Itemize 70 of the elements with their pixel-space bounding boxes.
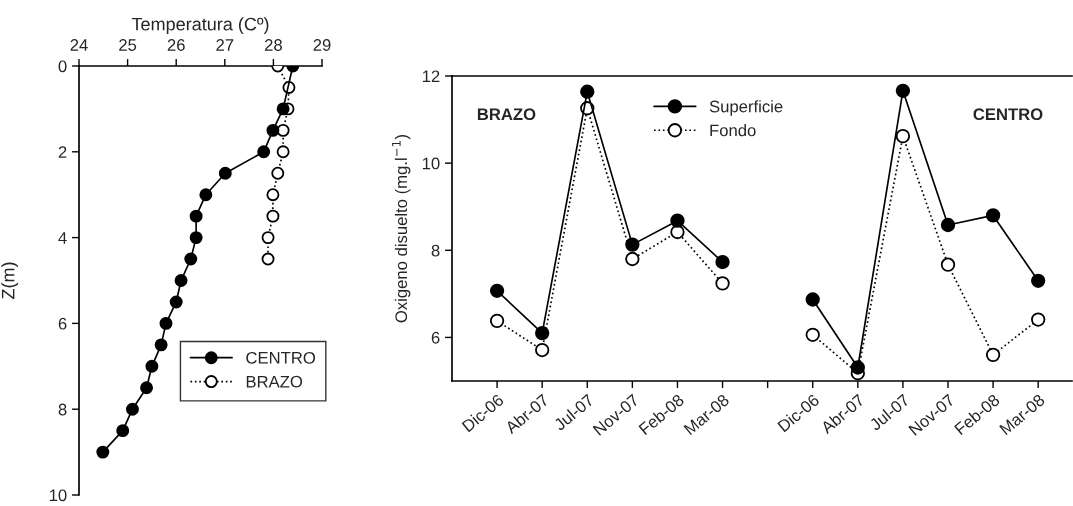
x-tick-label: 24 xyxy=(70,39,88,51)
point xyxy=(96,445,110,459)
point xyxy=(261,231,275,245)
point xyxy=(805,327,820,342)
point xyxy=(625,237,640,252)
y-tick-label: 10 xyxy=(422,157,440,170)
point xyxy=(580,84,595,99)
point xyxy=(715,276,730,291)
point xyxy=(266,123,280,137)
point xyxy=(169,295,183,309)
point xyxy=(189,231,203,245)
point xyxy=(174,274,188,287)
point xyxy=(257,145,271,159)
point xyxy=(125,402,139,416)
point xyxy=(625,251,640,267)
y-tick-label: 6 xyxy=(58,317,67,330)
y-axis-title: Z(m) xyxy=(1,262,19,299)
point xyxy=(1031,273,1046,288)
x-axis-title: Temperatura (Cº) xyxy=(131,17,269,35)
point xyxy=(140,381,154,395)
legend-label: CENTRO xyxy=(246,351,316,364)
point xyxy=(535,342,550,358)
point xyxy=(116,424,130,438)
point xyxy=(218,166,232,180)
x-tick-label: 26 xyxy=(167,39,185,51)
annotation: CENTRO xyxy=(973,108,1043,121)
point xyxy=(276,145,290,159)
point xyxy=(276,102,290,116)
y-tick-label: 12 xyxy=(422,70,440,83)
y-tick-label: 8 xyxy=(58,403,67,416)
point xyxy=(985,347,1001,363)
point xyxy=(199,188,213,202)
point xyxy=(266,188,280,202)
y-tick-label: 8 xyxy=(431,244,440,257)
point xyxy=(535,325,550,341)
point xyxy=(145,359,159,373)
y-tick-label: 2 xyxy=(58,146,67,158)
point xyxy=(805,292,820,307)
y-tick-label: 10 xyxy=(49,489,67,502)
point xyxy=(850,360,865,375)
x-tick-label: 25 xyxy=(119,39,137,51)
x-tick-label: 29 xyxy=(313,39,331,51)
point xyxy=(895,83,911,98)
point xyxy=(489,313,505,329)
point xyxy=(276,123,290,137)
point xyxy=(715,254,730,270)
point xyxy=(154,338,168,352)
y-axis-title: Oxigeno disuelto (mg.l$^{−1}$) xyxy=(392,135,411,323)
point xyxy=(670,213,685,228)
point xyxy=(940,217,956,233)
point xyxy=(985,208,1001,223)
point xyxy=(895,128,911,144)
point xyxy=(184,252,198,266)
legend-label: Superficie xyxy=(709,100,783,116)
point xyxy=(1031,312,1046,327)
legend-label: BRAZO xyxy=(246,375,303,388)
point xyxy=(266,209,280,223)
y-tick-label: 0 xyxy=(58,60,67,73)
point xyxy=(489,283,505,298)
y-tick-label: 4 xyxy=(58,232,67,244)
x-tick-label: 28 xyxy=(264,39,282,51)
annotation: BRAZO xyxy=(477,108,536,121)
point xyxy=(940,257,956,272)
point xyxy=(271,166,285,180)
point xyxy=(159,316,173,330)
legend-label: Fondo xyxy=(710,124,756,137)
x-tick-label: 27 xyxy=(216,39,234,51)
y-tick-label: 6 xyxy=(431,331,440,344)
point xyxy=(261,252,275,266)
point xyxy=(189,209,203,223)
